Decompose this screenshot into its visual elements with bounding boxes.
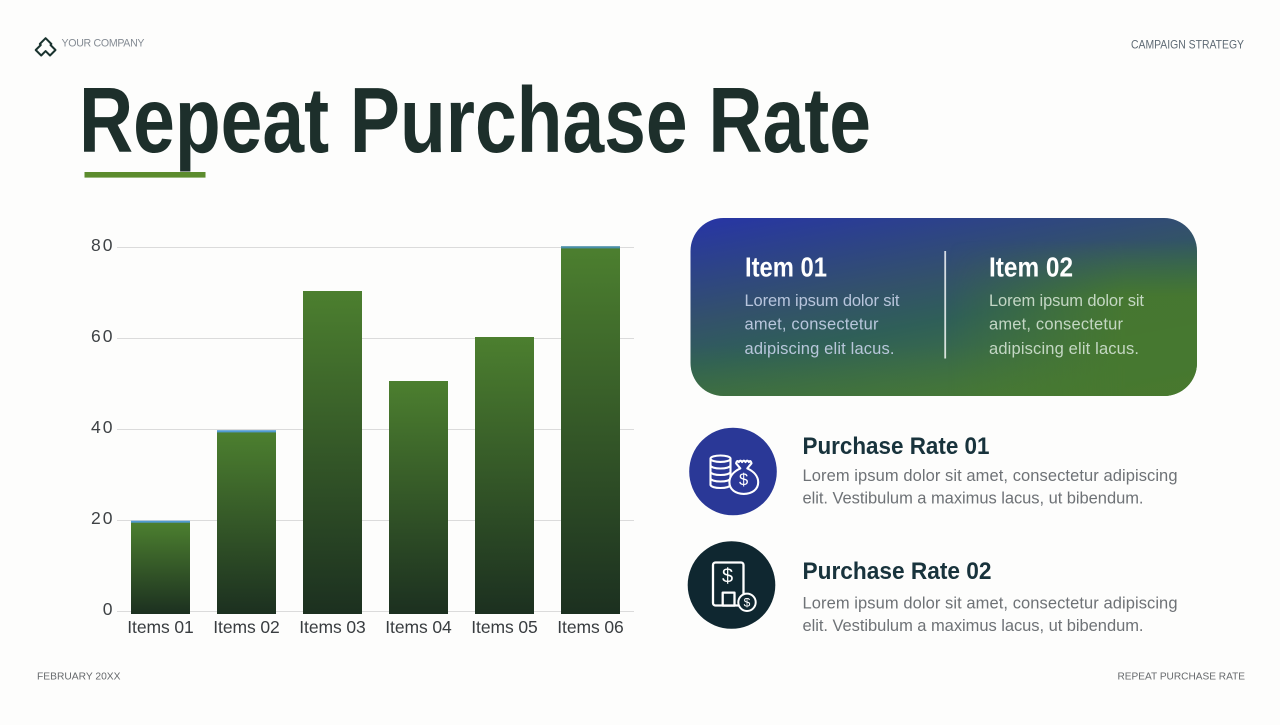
- svg-text:$: $: [744, 596, 751, 610]
- svg-text:60: 60: [91, 326, 113, 346]
- svg-text:Items 02: Items 02: [213, 617, 280, 637]
- svg-text:0: 0: [103, 599, 113, 619]
- svg-text:Items 03: Items 03: [299, 617, 366, 637]
- svg-text:Items 01: Items 01: [127, 617, 194, 637]
- svg-text:80: 80: [91, 235, 113, 255]
- svg-text:Item 02: Item 02: [989, 252, 1073, 283]
- svg-text:Items 06: Items 06: [557, 617, 624, 637]
- svg-text:REPEAT PURCHASE RATE: REPEAT PURCHASE RATE: [1118, 672, 1246, 683]
- svg-text:Items 04: Items 04: [385, 617, 452, 637]
- svg-text:$: $: [722, 566, 733, 588]
- svg-text:Items 05: Items 05: [471, 617, 538, 637]
- svg-text:Purchase Rate 01: Purchase Rate 01: [803, 433, 990, 460]
- svg-text:Repeat Purchase Rate: Repeat Purchase Rate: [79, 68, 871, 172]
- svg-text:Lorem ipsum dolor sit: Lorem ipsum dolor sit: [745, 292, 900, 310]
- svg-text:adipiscing elit lacus.: adipiscing elit lacus.: [989, 340, 1139, 358]
- svg-text:YOUR COMPANY: YOUR COMPANY: [62, 37, 145, 49]
- svg-text:40: 40: [91, 417, 113, 437]
- svg-text:adipiscing elit lacus.: adipiscing elit lacus.: [745, 340, 895, 358]
- svg-text:Item 01: Item 01: [745, 252, 827, 283]
- svg-text:CAMPAIGN STRATEGY: CAMPAIGN STRATEGY: [1131, 39, 1244, 52]
- svg-text:elit. Vestibulum a maximus lac: elit. Vestibulum a maximus lacus, ut bib…: [803, 489, 1144, 507]
- svg-text:amet, consectetur: amet, consectetur: [989, 316, 1124, 334]
- svg-text:Lorem ipsum dolor sit amet, co: Lorem ipsum dolor sit amet, consectetur …: [803, 595, 1178, 613]
- svg-text:Lorem ipsum dolor sit amet, co: Lorem ipsum dolor sit amet, consectetur …: [803, 467, 1178, 485]
- svg-text:Purchase Rate 02: Purchase Rate 02: [803, 558, 992, 585]
- svg-text:elit. Vestibulum a maximus lac: elit. Vestibulum a maximus lacus, ut bib…: [803, 617, 1144, 635]
- svg-text:20: 20: [91, 508, 113, 528]
- svg-text:amet, consectetur: amet, consectetur: [745, 316, 880, 334]
- svg-text:$: $: [739, 471, 748, 489]
- svg-text:FEBRUARY 20XX: FEBRUARY 20XX: [37, 672, 121, 683]
- svg-text:Lorem ipsum dolor sit: Lorem ipsum dolor sit: [989, 292, 1144, 310]
